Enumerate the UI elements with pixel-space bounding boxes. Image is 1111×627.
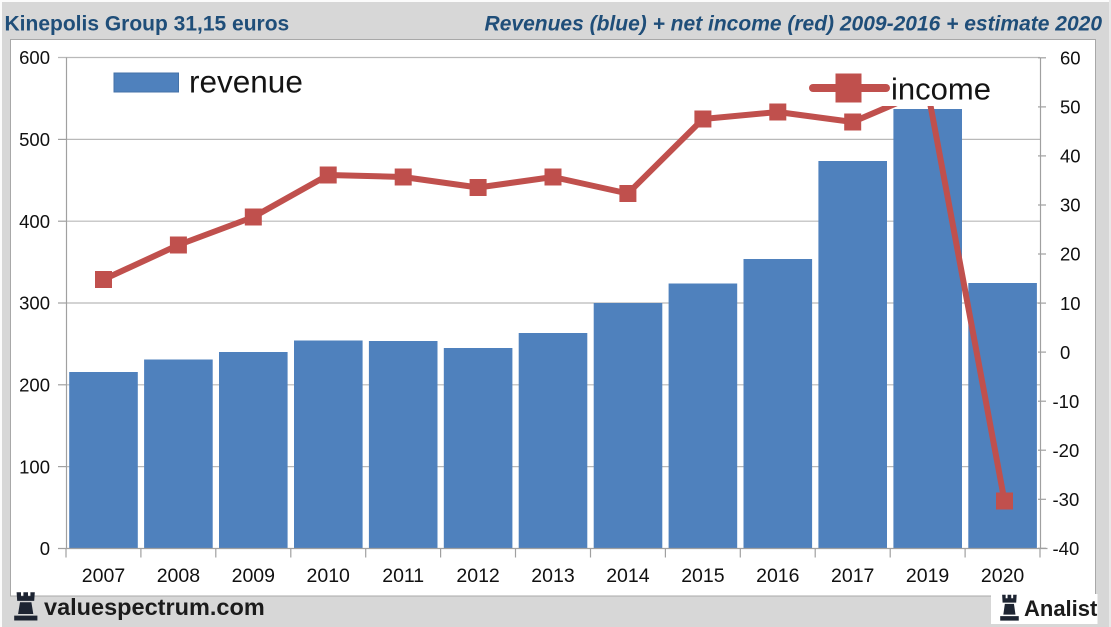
- svg-text:60: 60: [1060, 48, 1081, 69]
- svg-text:30: 30: [1060, 195, 1081, 216]
- svg-text:2020: 2020: [981, 565, 1025, 587]
- svg-text:-10: -10: [1053, 391, 1080, 412]
- svg-text:0: 0: [40, 538, 50, 559]
- svg-text:400: 400: [19, 211, 50, 232]
- svg-text:2009: 2009: [232, 565, 275, 587]
- svg-text:2011: 2011: [382, 565, 424, 587]
- svg-text:Revenues (blue) + net income (: Revenues (blue) + net income (red) 2009-…: [485, 13, 1103, 36]
- svg-text:2015: 2015: [681, 565, 725, 587]
- svg-text:income: income: [891, 72, 991, 107]
- svg-text:300: 300: [19, 293, 50, 314]
- svg-text:500: 500: [19, 129, 50, 150]
- svg-text:2010: 2010: [307, 565, 351, 587]
- svg-text:2008: 2008: [157, 565, 200, 587]
- svg-text:40: 40: [1060, 146, 1081, 167]
- svg-text:Kinepolis Group 31,15 euros: Kinepolis Group 31,15 euros: [5, 13, 290, 36]
- svg-text:-20: -20: [1053, 440, 1080, 461]
- svg-text:600: 600: [19, 47, 50, 68]
- svg-text:2013: 2013: [531, 565, 574, 587]
- svg-text:20: 20: [1060, 244, 1081, 265]
- svg-text:-40: -40: [1053, 538, 1080, 559]
- svg-text:100: 100: [19, 456, 50, 477]
- svg-text:revenue: revenue: [189, 64, 303, 100]
- svg-text:50: 50: [1060, 97, 1081, 118]
- svg-text:Analist: Analist: [1024, 596, 1098, 621]
- svg-text:2016: 2016: [756, 565, 799, 587]
- svg-text:2017: 2017: [831, 565, 874, 587]
- svg-text:200: 200: [19, 375, 50, 396]
- svg-text:2007: 2007: [82, 565, 125, 587]
- svg-text:2019: 2019: [906, 565, 949, 587]
- svg-text:10: 10: [1060, 293, 1081, 314]
- svg-text:2014: 2014: [606, 565, 650, 587]
- svg-text:2012: 2012: [456, 565, 499, 587]
- svg-text:0: 0: [1060, 342, 1070, 363]
- svg-text:valuespectrum.com: valuespectrum.com: [44, 594, 265, 620]
- svg-text:-30: -30: [1053, 489, 1080, 510]
